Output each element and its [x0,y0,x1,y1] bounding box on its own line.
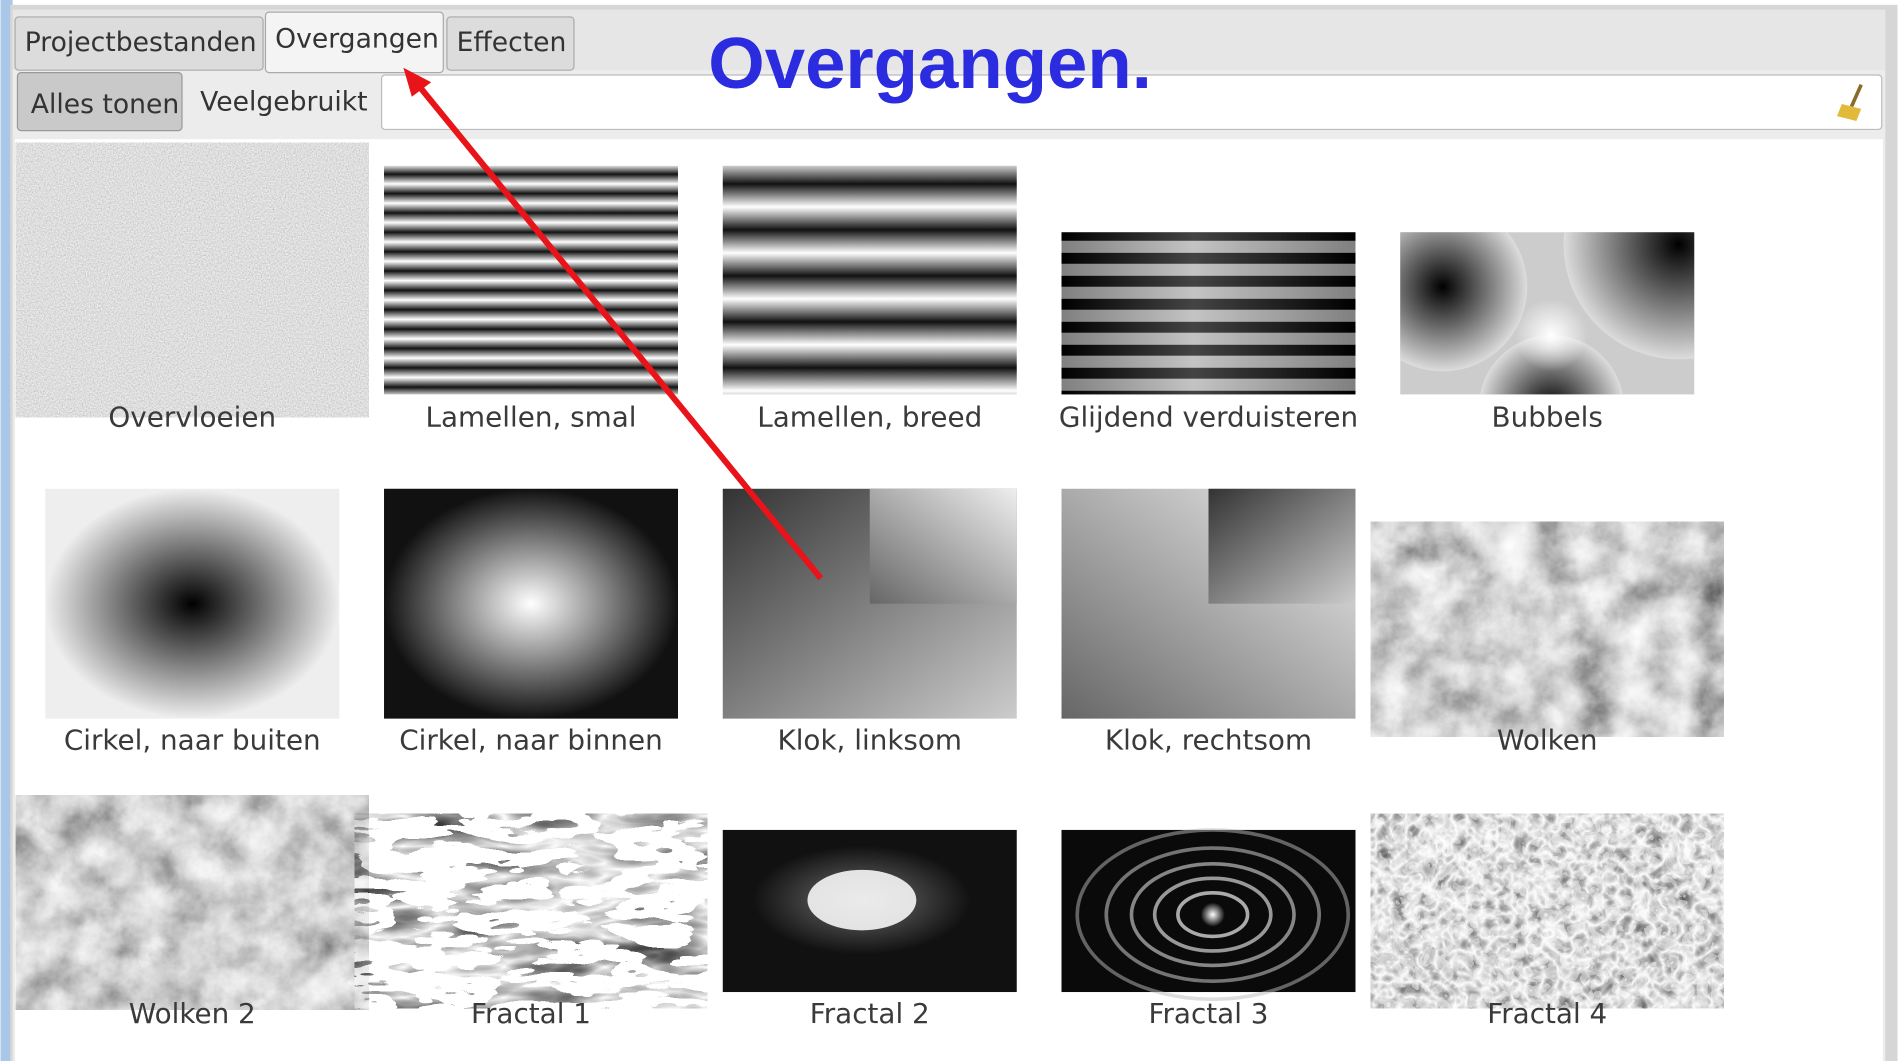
item-hit[interactable] [1062,830,1356,1034]
filter-label: Veelgebruikt [200,86,367,117]
annotation-title: Overgangen. [708,23,1152,104]
item-hit[interactable] [1062,489,1356,761]
item-hit[interactable] [723,489,1017,761]
item-hit[interactable] [45,813,339,1034]
item-hit[interactable] [1062,232,1356,438]
item-hit[interactable] [45,489,339,761]
item-hit[interactable] [384,830,678,1034]
item-hit[interactable] [1400,232,1694,438]
item-hit[interactable] [723,166,1017,438]
item-hit[interactable] [45,166,339,438]
tab-label: Overgangen [275,23,439,54]
item-hit[interactable] [1400,540,1694,761]
item-hit[interactable] [384,489,678,761]
item-hit[interactable] [723,830,1017,1034]
tab-label: Projectbestanden [25,27,257,58]
tab-label: Effecten [457,27,567,58]
item-hit[interactable] [1400,830,1694,1034]
filter-label: Alles tonen [31,89,180,120]
transitions-window: Projectbestanden Overgangen Effecten Alles… [0,0,1898,1061]
item-hit[interactable] [384,166,678,438]
